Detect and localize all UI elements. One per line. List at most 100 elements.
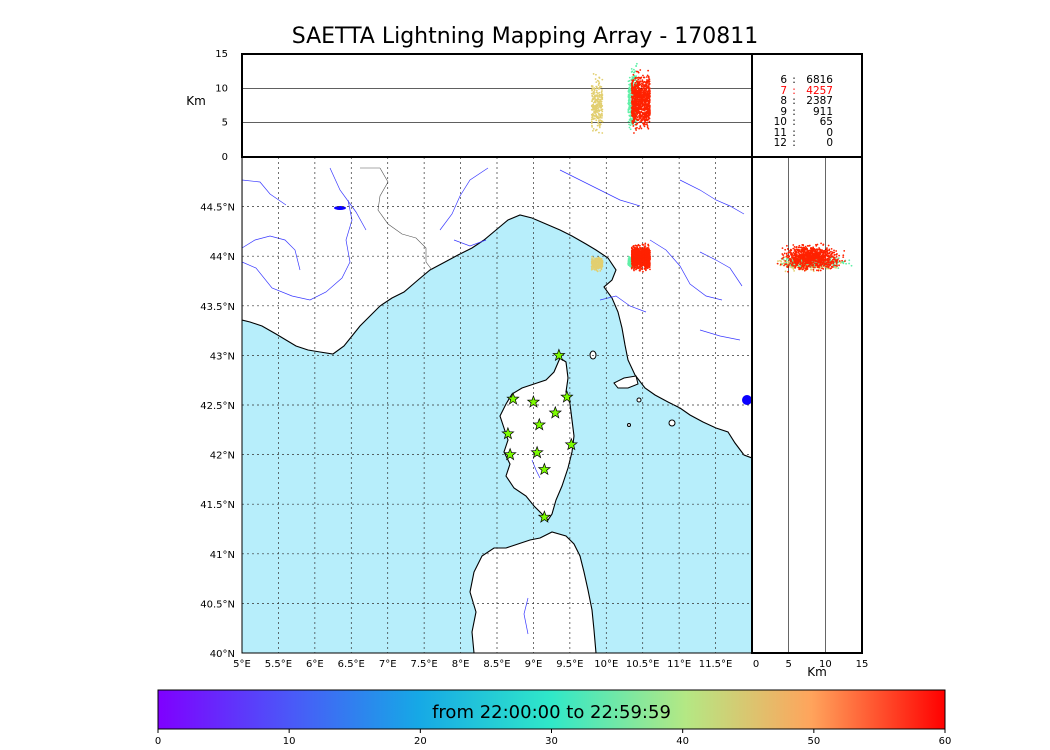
lightning-source-point	[828, 248, 831, 251]
lightning-source-point	[823, 259, 826, 262]
lightning-source-point	[641, 95, 643, 98]
lightning-source-point	[648, 258, 651, 261]
lightning-source-point	[645, 95, 648, 97]
lightning-source-point	[592, 117, 595, 120]
lightning-source-point	[830, 265, 833, 268]
lightning-source-point	[637, 105, 640, 108]
lightning-source-point	[630, 67, 633, 70]
lightning-source-point	[848, 259, 851, 262]
lightning-source-point	[824, 262, 827, 265]
lat-tick-label: 43°N	[210, 351, 235, 362]
lightning-source-point	[600, 102, 603, 105]
lightning-source-point	[633, 258, 636, 261]
lightning-source-point	[637, 243, 640, 246]
lightning-sources-map	[590, 242, 651, 273]
lightning-source-point	[637, 267, 640, 270]
lightning-source-point	[799, 263, 802, 266]
lightning-source-point	[647, 96, 650, 99]
station-star-icon	[548, 405, 562, 419]
station-count-row: 11:0	[757, 127, 857, 139]
lightning-source-point	[638, 84, 640, 87]
lat-tick-label: 42°N	[210, 451, 235, 462]
lightning-source-point	[812, 258, 815, 261]
lon-tick-label: 10.5°E	[626, 659, 660, 670]
lightning-source-point	[594, 267, 597, 270]
lightning-source-point	[803, 247, 806, 249]
lightning-source-point	[635, 85, 638, 88]
lightning-source-point	[596, 270, 599, 273]
lma-stations	[501, 348, 578, 523]
lightning-source-point	[632, 116, 635, 119]
lightning-source-point	[627, 90, 630, 93]
lightning-source-point	[809, 247, 812, 250]
lightning-source-point	[642, 255, 645, 258]
lightning-source-point	[812, 270, 815, 273]
lightning-source-point	[599, 260, 602, 263]
lightning-source-point	[648, 98, 651, 101]
lightning-source-point	[825, 263, 828, 266]
lightning-source-point	[645, 265, 648, 267]
lightning-source-point	[825, 259, 828, 261]
mainland	[242, 157, 752, 459]
lon-tick-label: 7°E	[379, 659, 397, 670]
station-count-row: 7:4257	[757, 85, 857, 97]
lightning-source-point	[802, 252, 805, 255]
lightning-source-point	[794, 262, 797, 264]
lightning-source-point	[601, 265, 603, 268]
lightning-source-point	[634, 244, 637, 247]
lightning-source-point	[639, 94, 642, 97]
source-count: 0	[826, 137, 833, 149]
lightning-sources-side	[776, 242, 853, 273]
lightning-source-point	[832, 258, 834, 261]
lightning-source-point	[636, 111, 639, 114]
altitude-background	[242, 54, 752, 157]
lightning-source-point	[635, 62, 638, 65]
station-star-icon	[552, 348, 566, 362]
lightning-source-point	[644, 81, 647, 84]
lightning-source-point	[629, 115, 632, 117]
lightning-source-point	[596, 95, 599, 98]
lightning-source-point	[633, 111, 635, 114]
lightning-source-point	[594, 99, 597, 102]
lightning-source-point	[631, 263, 633, 266]
lightning-source-point	[777, 260, 779, 262]
lightning-source-point	[843, 249, 846, 252]
lightning-source-point	[599, 104, 601, 107]
station-star-icon	[564, 437, 578, 451]
lightning-source-point	[630, 247, 633, 250]
lightning-source-point	[793, 246, 796, 248]
lightning-source-point	[644, 244, 646, 246]
montecristo-island	[627, 423, 631, 427]
lightning-source-point	[590, 267, 593, 270]
lightning-source-point	[833, 251, 836, 254]
altitude-ylabel: Km	[186, 94, 206, 108]
lightning-source-point	[595, 119, 598, 122]
lightning-source-point	[627, 260, 630, 263]
station-star-icon	[503, 447, 517, 461]
lightning-source-point	[819, 253, 821, 256]
lightning-source-point	[636, 252, 639, 255]
lightning-source-point	[832, 262, 835, 265]
lightning-source-point	[631, 119, 634, 122]
lightning-source-point	[645, 119, 648, 122]
lightning-source-point	[835, 253, 838, 256]
lightning-source-point	[639, 69, 642, 71]
lightning-source-point	[787, 260, 790, 263]
lightning-source-point	[628, 256, 631, 259]
lightning-source-point	[784, 260, 787, 262]
lightning-source-point	[643, 116, 646, 119]
lightning-source-point	[634, 81, 637, 84]
lightning-source-point	[598, 262, 601, 265]
lightning-source-point	[835, 255, 838, 258]
side-tick-labels: 0 5 10 15	[753, 659, 869, 670]
lightning-source-point	[601, 261, 604, 264]
side-tick-label: 10	[819, 659, 832, 670]
lightning-source-point	[628, 76, 631, 79]
lightning-source-point	[644, 108, 647, 110]
lightning-source-point	[845, 262, 847, 265]
side-frame	[751, 156, 863, 654]
lightning-source-point	[641, 99, 644, 102]
lightning-source-point	[811, 254, 814, 257]
lightning-source-point	[592, 107, 595, 110]
